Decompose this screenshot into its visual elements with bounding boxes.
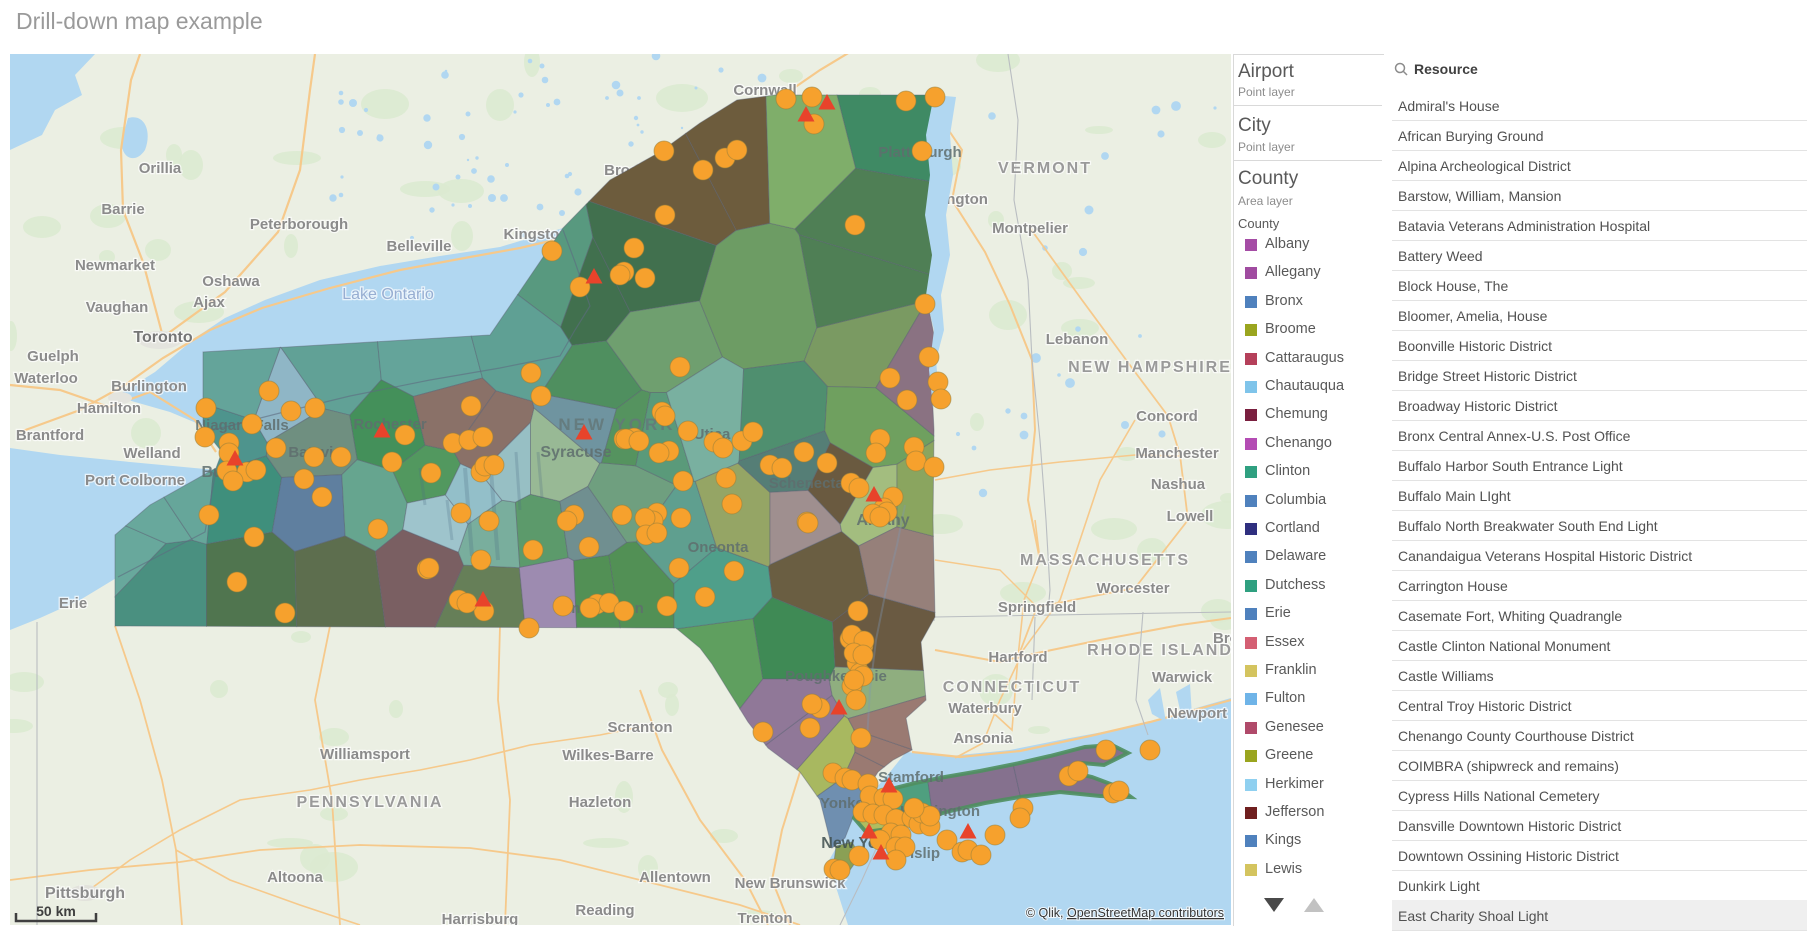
svg-text:Stamford: Stamford — [878, 769, 944, 786]
svg-text:Trenton: Trenton — [738, 910, 793, 925]
svg-text:Lake Ontario: Lake Ontario — [342, 286, 434, 303]
svg-text:Welland: Welland — [123, 445, 180, 462]
svg-text:NEW HAMPSHIRE: NEW HAMPSHIRE — [1068, 359, 1231, 376]
svg-text:Pittsburgh: Pittsburgh — [45, 885, 125, 902]
svg-text:Wilkes-Barre: Wilkes-Barre — [562, 747, 654, 764]
svg-text:VERMONT: VERMONT — [998, 160, 1092, 177]
svg-text:Bro: Bro — [1213, 630, 1231, 647]
svg-text:Port Colborne: Port Colborne — [85, 472, 185, 489]
svg-text:Kingston: Kingston — [504, 226, 569, 243]
svg-text:Manchester: Manchester — [1135, 445, 1219, 462]
svg-text:CONNECTICUT: CONNECTICUT — [943, 679, 1081, 696]
svg-text:Nashua: Nashua — [1151, 476, 1206, 493]
svg-text:Lebanon: Lebanon — [1046, 331, 1109, 348]
svg-text:Newmarket: Newmarket — [75, 257, 155, 274]
svg-text:Syracuse: Syracuse — [540, 444, 611, 461]
svg-text:Hazleton: Hazleton — [569, 794, 632, 811]
svg-text:NEW YORK: NEW YORK — [558, 415, 675, 434]
svg-text:Waterbury: Waterbury — [948, 700, 1022, 717]
svg-text:Hartford: Hartford — [988, 649, 1047, 666]
svg-text:Barrie: Barrie — [101, 201, 144, 218]
svg-text:Burlington: Burlington — [111, 378, 187, 395]
svg-text:Schenectady: Schenectady — [769, 475, 862, 492]
svg-text:Oneonta: Oneonta — [688, 539, 749, 556]
svg-text:50 km: 50 km — [36, 903, 76, 919]
svg-text:Hamilton: Hamilton — [77, 400, 141, 417]
svg-text:Montpelier: Montpelier — [992, 220, 1068, 237]
svg-text:Springfield: Springfield — [998, 599, 1076, 616]
svg-text:Islip: Islip — [910, 845, 940, 862]
svg-text:Vaughan: Vaughan — [86, 299, 149, 316]
svg-text:Belleville: Belleville — [386, 238, 451, 255]
svg-text:Altoona: Altoona — [267, 869, 323, 886]
svg-text:Scranton: Scranton — [607, 719, 672, 736]
svg-text:Reading: Reading — [575, 902, 634, 919]
svg-text:Harrisburg: Harrisburg — [442, 911, 519, 925]
svg-text:Allentown: Allentown — [639, 869, 711, 886]
svg-text:RHODE ISLAND: RHODE ISLAND — [1087, 642, 1231, 659]
svg-text:Warwick: Warwick — [1152, 669, 1213, 686]
svg-text:Waterloo: Waterloo — [14, 370, 78, 387]
svg-text:Erie: Erie — [59, 595, 87, 612]
svg-text:Brantford: Brantford — [16, 427, 84, 444]
svg-text:Newport: Newport — [1167, 705, 1227, 722]
svg-text:New Brunswick: New Brunswick — [735, 875, 847, 892]
svg-text:Ajax: Ajax — [193, 294, 225, 311]
svg-text:Orillia: Orillia — [139, 160, 182, 177]
svg-text:PENNSYLVANIA: PENNSYLVANIA — [297, 794, 444, 811]
svg-text:Concord: Concord — [1136, 408, 1198, 425]
svg-text:© Qlik, OpenStreetMap contribu: © Qlik, OpenStreetMap contributors — [1026, 906, 1224, 920]
svg-text:Rochester: Rochester — [353, 416, 427, 433]
svg-text:Williamsport: Williamsport — [320, 746, 410, 763]
svg-text:Oshawa: Oshawa — [202, 273, 260, 290]
svg-text:Toronto: Toronto — [133, 329, 192, 346]
svg-text:Guelph: Guelph — [27, 348, 79, 365]
svg-text:Worcester: Worcester — [1096, 580, 1169, 597]
svg-text:Peterborough: Peterborough — [250, 216, 348, 233]
svg-text:Ansonia: Ansonia — [953, 730, 1013, 747]
svg-text:Lowell: Lowell — [1167, 508, 1214, 525]
svg-text:MASSACHUSETTS: MASSACHUSETTS — [1020, 552, 1190, 569]
